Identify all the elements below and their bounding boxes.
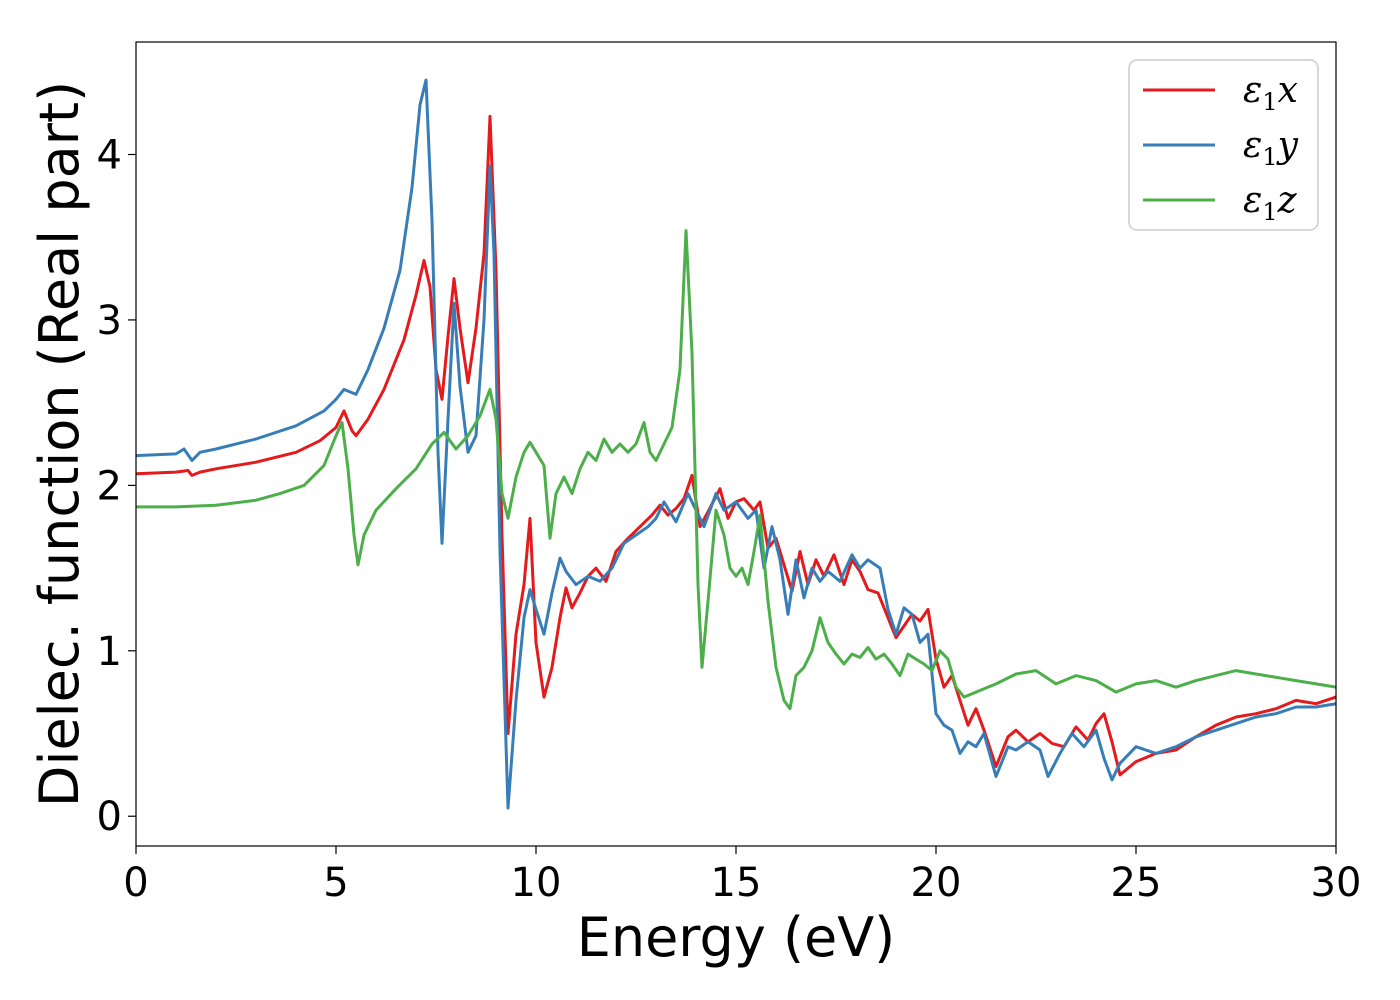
x-axis: 0 5 10 15 20 25 30 — [123, 846, 1361, 906]
legend-box — [1128, 59, 1319, 231]
legend-label-2: ε1y — [1243, 125, 1299, 171]
y-axis-label: Dielec. function (Real part) — [28, 81, 91, 807]
y-tick-label: 1 — [97, 629, 122, 675]
y-axis: 0 1 2 3 4 — [97, 132, 136, 840]
x-tick-label: 5 — [323, 860, 348, 906]
y-tick-label: 2 — [97, 463, 122, 509]
x-tick-label: 0 — [123, 860, 148, 906]
legend-label-1: ε1x — [1243, 70, 1298, 116]
legend-label-3: ε1z — [1243, 180, 1298, 226]
series-layer — [136, 78, 1336, 810]
legend: ε1x ε1y ε1z — [1128, 59, 1319, 231]
x-tick-label: 20 — [911, 860, 962, 906]
y-tick-label: 4 — [97, 132, 122, 178]
series-line-1 — [136, 114, 1336, 777]
series-line-2 — [136, 78, 1336, 810]
y-tick-label: 3 — [97, 298, 122, 344]
x-tick-label: 10 — [511, 860, 562, 906]
x-axis-label: Energy (eV) — [577, 906, 896, 969]
x-tick-label: 30 — [1311, 860, 1362, 906]
y-tick-label: 0 — [97, 794, 122, 840]
x-tick-label: 15 — [711, 860, 762, 906]
x-tick-label: 25 — [1111, 860, 1162, 906]
series-line-3 — [136, 229, 1336, 711]
